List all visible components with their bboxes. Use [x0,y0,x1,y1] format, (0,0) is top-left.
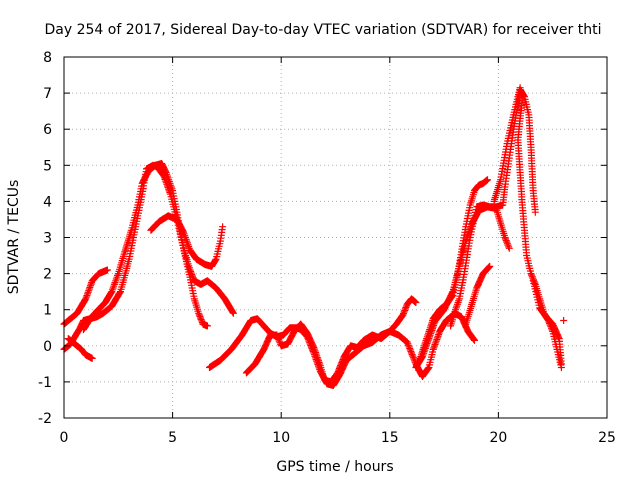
data-point-markers [416,176,491,362]
y-tick-label: -2 [38,411,52,427]
data-point-markers [80,160,237,334]
data-point-markers [242,295,420,386]
series-trace-4 [80,160,237,334]
y-tick-label: -1 [38,375,52,391]
y-tick-label: 8 [43,50,52,66]
y-tick-label: 5 [43,158,52,174]
data-point-markers [529,277,565,368]
y-tick-label: 6 [43,122,52,138]
series-trace-7 [242,295,420,386]
series-trace-11 [462,262,494,328]
x-tick-label: 0 [60,430,69,446]
x-tick-label: 20 [489,430,507,446]
data-point-markers [147,212,227,270]
x-tick-label: 25 [598,430,616,446]
x-tick-label: 15 [381,430,399,446]
data-point-markers [462,262,494,328]
series-trace-14 [560,317,568,324]
y-tick-label: 3 [43,231,52,247]
series-trace-5 [147,212,227,270]
y-tick-label: 7 [43,86,52,102]
y-tick-label: 2 [43,267,52,283]
y-tick-label: 0 [43,339,52,355]
x-tick-label: 10 [272,430,290,446]
axis-ticks: 0 5 10 15 20 25 -2 -1 0 1 2 3 4 5 6 7 8 [38,50,616,446]
data-points [60,84,568,389]
y-tick-label: 4 [43,194,52,210]
x-tick-label: 5 [168,430,177,446]
y-axis-label: SDTVAR / TECUs [6,180,22,295]
chart-title: Day 254 of 2017, Sidereal Day-to-day VTE… [45,22,602,38]
data-point-markers [560,317,568,324]
series-trace-9 [416,176,491,362]
y-tick-label: 1 [43,303,52,319]
data-point-markers [64,335,96,362]
x-axis-label: GPS time / hours [276,459,393,475]
series-trace-13 [529,277,565,368]
series-trace-3 [64,335,96,362]
